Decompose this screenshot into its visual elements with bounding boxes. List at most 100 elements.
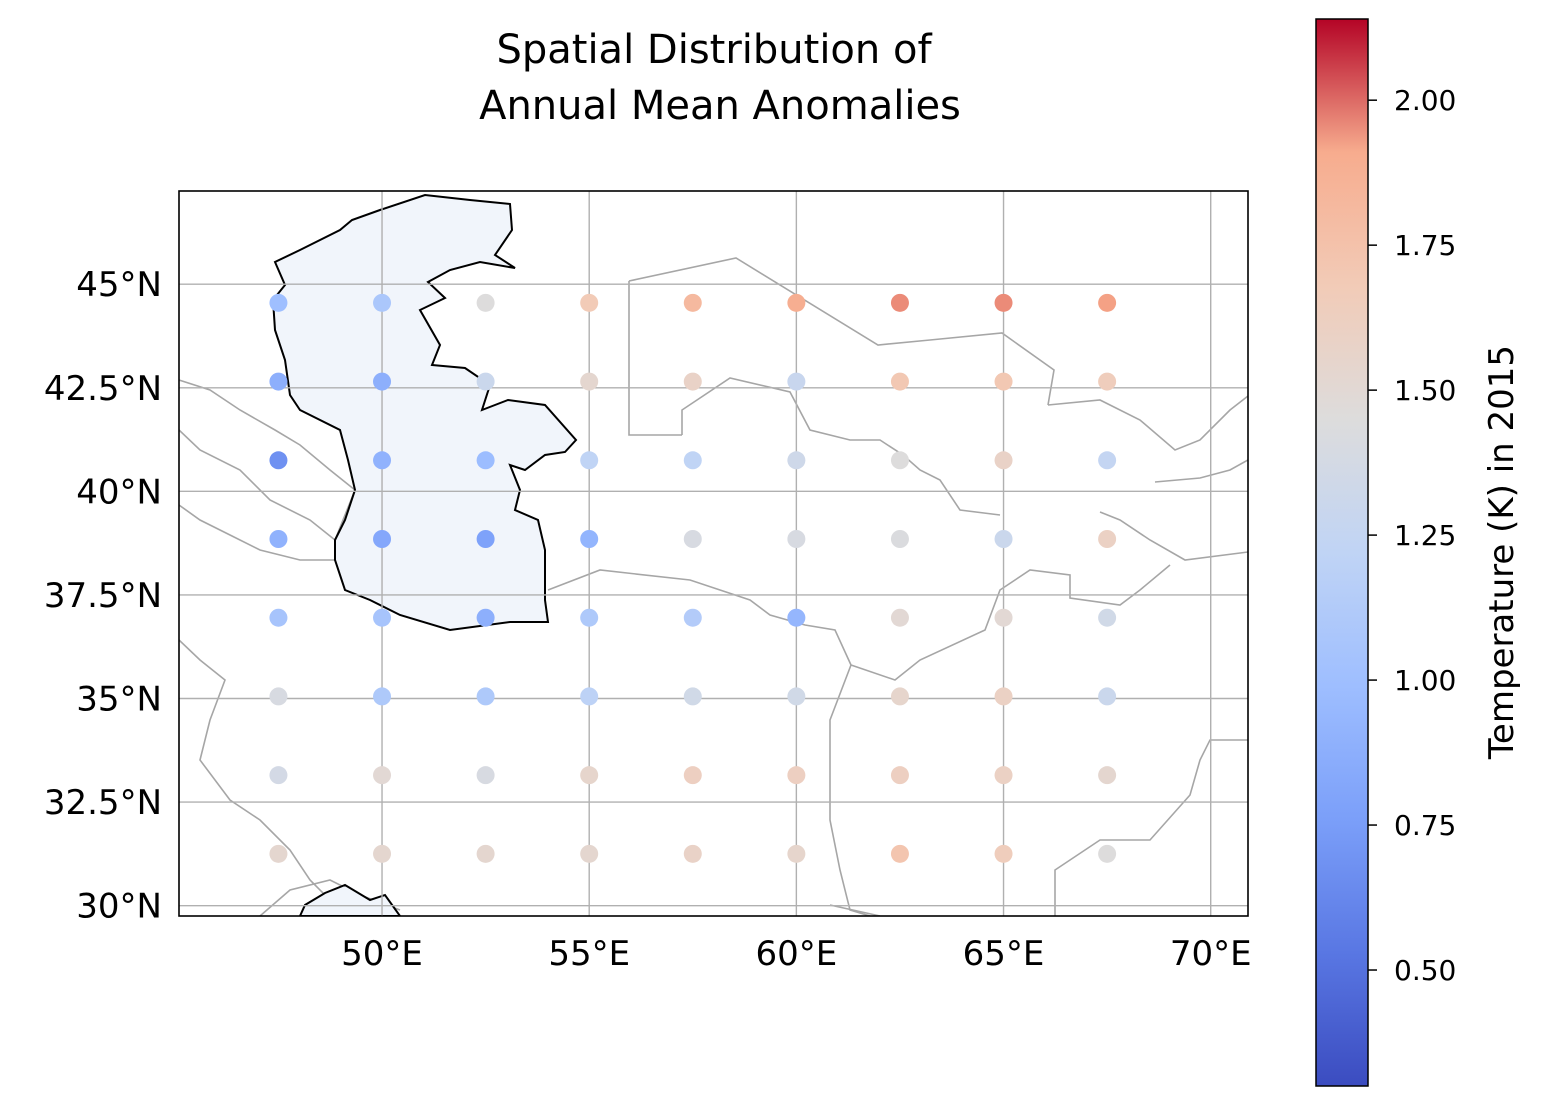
colorbar-tick-label: 0.50 <box>1394 954 1456 987</box>
data-point <box>269 451 288 470</box>
data-point <box>476 451 495 470</box>
data-points <box>269 293 1117 863</box>
y-tick-label: 32.5°N <box>44 783 162 823</box>
data-point <box>787 293 806 312</box>
data-point <box>269 844 288 863</box>
colorbar-tick-label: 1.00 <box>1394 664 1456 697</box>
data-point <box>476 687 495 706</box>
x-tick-label: 70°E <box>1170 934 1252 974</box>
data-point <box>994 530 1013 548</box>
data-point <box>683 451 702 470</box>
data-point <box>580 530 599 548</box>
data-point <box>580 844 599 863</box>
colorbar-tick-label: 1.25 <box>1394 519 1456 552</box>
data-point <box>269 687 288 706</box>
data-point <box>994 844 1013 863</box>
data-point <box>580 372 599 391</box>
x-tick-label: 55°E <box>548 934 630 974</box>
data-point <box>580 451 599 470</box>
colorbar <box>1315 18 1369 1087</box>
data-point <box>1098 766 1117 785</box>
data-point <box>787 687 806 706</box>
data-point <box>1098 687 1117 706</box>
data-point <box>994 608 1013 627</box>
colorbar-label: Temperature (K) in 2015 <box>1482 345 1522 760</box>
data-point <box>373 530 392 548</box>
data-point <box>683 372 702 391</box>
data-point <box>683 766 702 785</box>
colorbar-tick-label: 2.00 <box>1394 84 1456 117</box>
y-tick-label: 30°N <box>76 887 162 927</box>
data-point <box>580 293 599 312</box>
data-point <box>269 766 288 785</box>
country-borders <box>179 257 1248 916</box>
chart-title-line-2: Annual Mean Anomalies <box>479 83 961 129</box>
y-tick-label: 40°N <box>76 472 162 512</box>
data-point <box>994 766 1013 785</box>
data-point <box>269 372 288 391</box>
data-point <box>1098 372 1117 391</box>
x-tick-label: 60°E <box>755 934 837 974</box>
data-point <box>580 608 599 627</box>
y-tick-label: 37.5°N <box>44 576 162 616</box>
data-point <box>994 293 1013 312</box>
y-tick-label: 42.5°N <box>44 369 162 409</box>
data-point <box>787 608 806 627</box>
data-point <box>1098 530 1117 548</box>
colorbar-tick-label: 0.75 <box>1394 809 1456 842</box>
data-point <box>1098 451 1117 470</box>
data-point <box>890 451 909 470</box>
data-point <box>269 293 288 312</box>
data-point <box>787 451 806 470</box>
x-tick-label: 50°E <box>341 934 423 974</box>
data-point <box>373 766 392 785</box>
data-point <box>890 844 909 863</box>
data-point <box>476 844 495 863</box>
data-point <box>476 766 495 785</box>
colorbar-tick-label: 1.50 <box>1394 374 1456 407</box>
data-point <box>890 293 909 312</box>
data-point <box>373 372 392 391</box>
data-point <box>580 687 599 706</box>
data-point <box>890 530 909 548</box>
data-point <box>890 608 909 627</box>
x-tick-label: 65°E <box>963 934 1045 974</box>
data-point <box>787 766 806 785</box>
data-point <box>1098 844 1117 863</box>
data-point <box>890 687 909 706</box>
chart-title-line-1: Spatial Distribution of <box>496 27 932 73</box>
data-point <box>1098 293 1117 312</box>
data-point <box>269 530 288 548</box>
data-point <box>787 530 806 548</box>
data-point <box>373 687 392 706</box>
data-point <box>683 687 702 706</box>
map-area <box>179 191 1248 916</box>
data-point <box>476 293 495 312</box>
data-point <box>373 293 392 312</box>
data-point <box>1098 608 1117 627</box>
data-point <box>476 608 495 627</box>
data-point <box>890 766 909 785</box>
data-point <box>994 451 1013 470</box>
data-point <box>994 372 1013 391</box>
map-frame <box>178 190 1249 917</box>
data-point <box>476 530 495 548</box>
y-tick-label: 45°N <box>76 265 162 305</box>
data-point <box>373 844 392 863</box>
data-point <box>683 293 702 312</box>
data-point <box>373 608 392 627</box>
y-tick-labels: 30°N 32.5°N 35°N 37.5°N 40°N 42.5°N 45°N <box>44 265 162 926</box>
data-point <box>269 608 288 627</box>
data-point <box>787 372 806 391</box>
colorbar-ticks: 0.50 0.75 1.00 1.25 1.50 1.75 2.00 <box>1368 84 1456 987</box>
data-point <box>890 372 909 391</box>
colorbar-tick-label: 1.75 <box>1394 229 1456 262</box>
data-point <box>683 608 702 627</box>
data-point <box>373 451 392 470</box>
persian-gulf-coast <box>298 883 402 916</box>
data-point <box>683 844 702 863</box>
data-point <box>683 530 702 548</box>
data-point <box>580 766 599 785</box>
